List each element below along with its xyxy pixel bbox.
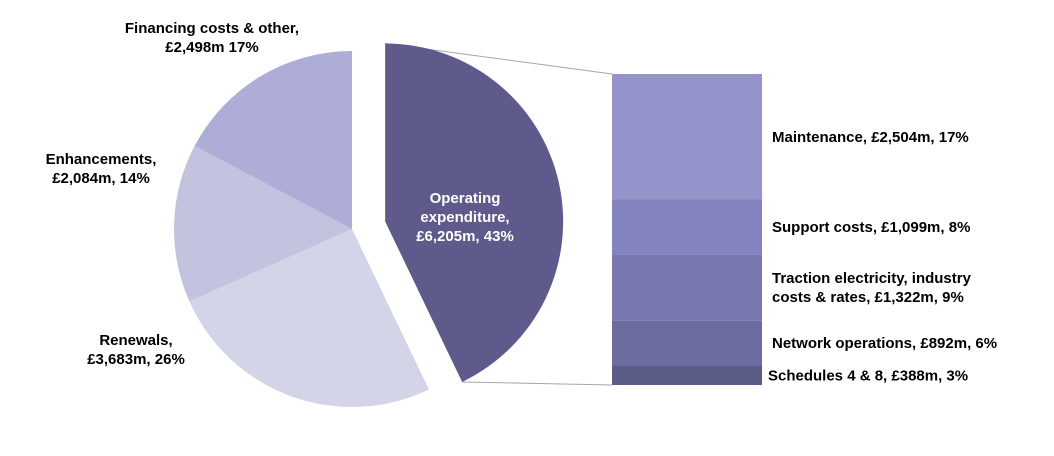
bar-segment-traction-electricity-industry-label: Traction electricity, industry costs & ra… bbox=[772, 270, 972, 306]
pie-slice-financing-costs-other-label: Financing costs & other, £2,498m 17% bbox=[125, 20, 299, 56]
stacked-bar bbox=[612, 74, 762, 385]
bar-segment-schedules-4-8-388m-3 bbox=[612, 365, 762, 385]
bar-segment-traction-electricity-industry bbox=[612, 254, 762, 321]
pie-slice-operating bbox=[385, 43, 564, 382]
pie-slice-enhancements-label: Enhancements, £2,084m, 14% bbox=[46, 151, 157, 187]
pie-slice-operating-label: Operating expenditure, £6,205m, 43% bbox=[416, 190, 514, 245]
bar-segment-network-operations-892m-6 bbox=[612, 320, 762, 366]
data-labels: Operating expenditure, £6,205m, 43% Renewal… bbox=[46, 20, 998, 384]
pie-chart bbox=[174, 43, 564, 408]
bar-segment-support-costs-1-099m-8 bbox=[612, 199, 762, 255]
pie-slice-renewals-label: Renewals, £3,683m, 26% bbox=[87, 332, 185, 368]
bar-segment-maintenance-2-504m-17-label: Maintenance, £2,504m, 17% bbox=[772, 129, 969, 146]
pie-slice-enhancements bbox=[174, 145, 352, 302]
bar-segment-network-operations-892m-6-label: Network operations, £892m, 6% bbox=[772, 335, 997, 352]
pie-slice-renewals bbox=[189, 229, 429, 408]
pie-slice-financing-costs-other bbox=[194, 51, 352, 229]
bar-segment-maintenance-2-504m-17 bbox=[612, 74, 762, 200]
connector-line-bottom bbox=[462, 381, 613, 386]
bar-segment-schedules-4-8-388m-3-label: Schedules 4 & 8, £388m, 3% bbox=[768, 367, 968, 384]
bar-segment-support-costs-1-099m-8-label: Support costs, £1,099m, 8% bbox=[772, 219, 970, 236]
